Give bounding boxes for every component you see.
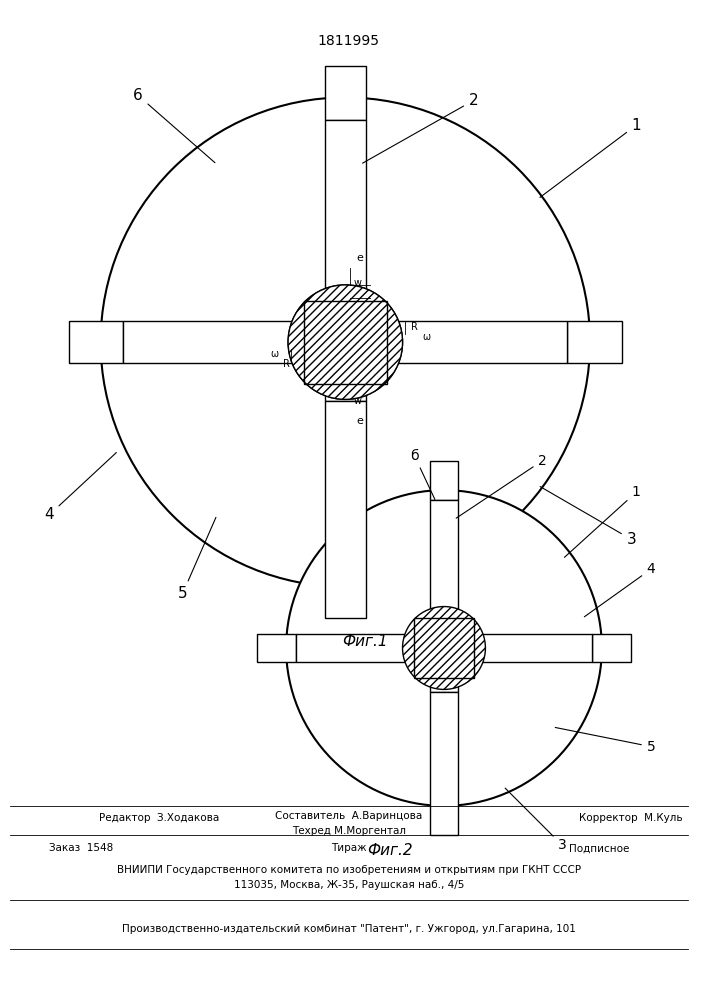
Text: R: R: [283, 359, 290, 369]
Bar: [257, 634, 296, 662]
Text: 113035, Москва, Ж-35, Раушская наб., 4/5: 113035, Москва, Ж-35, Раушская наб., 4/5: [233, 880, 464, 890]
Bar: [430, 500, 458, 643]
Text: 3: 3: [540, 487, 636, 547]
Text: 5: 5: [177, 517, 216, 601]
Text: Фиг.1: Фиг.1: [342, 634, 388, 649]
Circle shape: [288, 285, 402, 399]
Text: R: R: [411, 322, 418, 332]
Bar: [325, 347, 366, 401]
Bar: [325, 66, 366, 120]
Text: e: e: [356, 253, 363, 263]
Text: Составитель  А.Варинцова: Составитель А.Варинцова: [275, 811, 422, 821]
Text: Редактор  З.Ходакова: Редактор З.Ходакова: [99, 813, 219, 823]
Bar: [69, 321, 123, 363]
Text: 5: 5: [555, 727, 655, 754]
Circle shape: [288, 285, 402, 399]
Text: 1: 1: [540, 118, 641, 197]
Text: e: e: [356, 416, 363, 426]
Bar: [592, 634, 631, 662]
Bar: [325, 401, 366, 618]
Text: б: б: [410, 449, 435, 499]
Bar: [304, 301, 387, 384]
Bar: [414, 618, 474, 678]
Circle shape: [402, 607, 486, 689]
Text: Тираж: Тираж: [331, 843, 367, 853]
Text: w: w: [354, 396, 361, 406]
Bar: [430, 653, 458, 692]
Text: 4: 4: [45, 453, 117, 522]
Text: Производственно-издательский комбинат "Патент", г. Ужгород, ул.Гагарина, 101: Производственно-издательский комбинат "П…: [122, 924, 575, 934]
Bar: [430, 461, 458, 500]
Text: Заказ  1548: Заказ 1548: [49, 843, 114, 853]
Text: 2: 2: [363, 93, 479, 163]
Text: 3: 3: [505, 788, 567, 852]
Bar: [123, 321, 340, 363]
Text: 6: 6: [133, 88, 215, 163]
Text: Подписное: Подписное: [569, 843, 630, 853]
Text: Фиг.2: Фиг.2: [367, 843, 412, 858]
Text: 1811995: 1811995: [317, 34, 380, 48]
Bar: [567, 321, 621, 363]
Bar: [296, 634, 439, 662]
Circle shape: [286, 490, 602, 806]
Text: Корректор  М.Куль: Корректор М.Куль: [579, 813, 683, 823]
Text: w: w: [354, 278, 361, 288]
Circle shape: [100, 97, 590, 587]
Text: 2: 2: [456, 454, 547, 518]
Text: Техред М.Моргентал: Техред М.Моргентал: [292, 826, 406, 836]
Bar: [449, 634, 592, 662]
Bar: [350, 321, 567, 363]
Text: ВНИИПИ Государственного комитета по изобретениям и открытиям при ГКНТ СССР: ВНИИПИ Государственного комитета по изоб…: [117, 865, 581, 875]
Text: 1: 1: [564, 485, 641, 557]
Text: ω: ω: [422, 332, 431, 342]
Text: 4: 4: [585, 562, 655, 617]
Bar: [430, 692, 458, 835]
Text: ω: ω: [270, 349, 279, 359]
Bar: [325, 120, 366, 337]
